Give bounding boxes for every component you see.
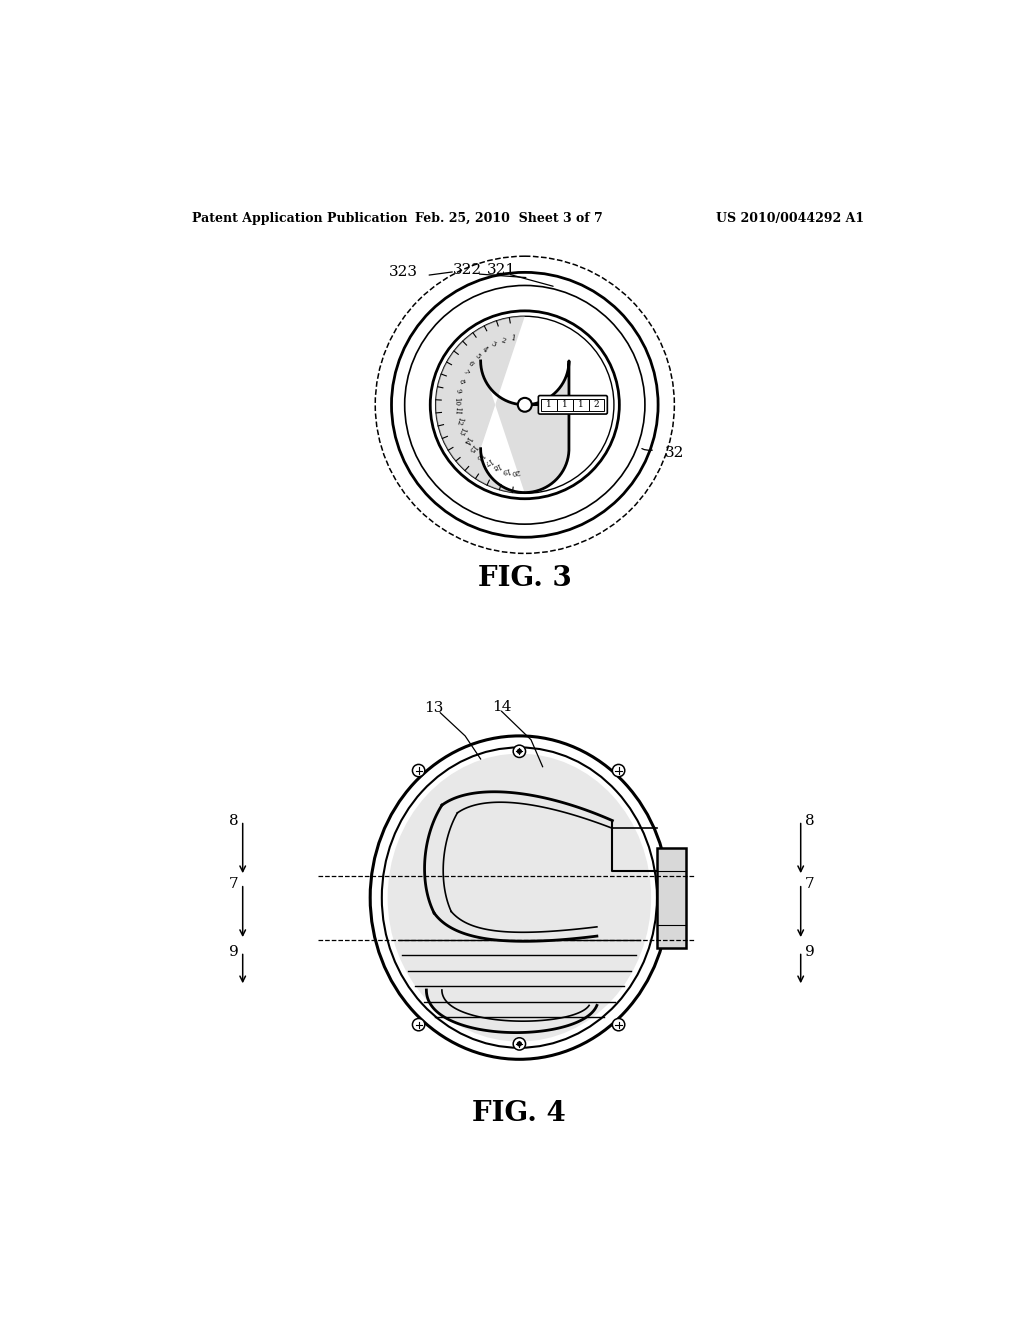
Text: 7: 7 xyxy=(229,876,239,891)
Text: 32: 32 xyxy=(665,446,684,461)
Bar xyxy=(656,847,686,948)
Text: 2: 2 xyxy=(594,400,599,409)
Text: 8: 8 xyxy=(229,813,239,828)
Polygon shape xyxy=(435,317,569,494)
Text: 7: 7 xyxy=(805,876,814,891)
Text: 17: 17 xyxy=(481,455,493,467)
Circle shape xyxy=(612,764,625,776)
Text: 7: 7 xyxy=(461,368,470,376)
Text: 10: 10 xyxy=(453,396,461,405)
Text: 8: 8 xyxy=(805,813,814,828)
Circle shape xyxy=(413,764,425,776)
Text: FIG. 4: FIG. 4 xyxy=(472,1100,566,1127)
Text: 4: 4 xyxy=(481,345,489,354)
Text: 1: 1 xyxy=(562,400,568,409)
Text: 16: 16 xyxy=(473,449,485,461)
Bar xyxy=(557,399,572,411)
Text: 1: 1 xyxy=(547,400,552,409)
Text: 15: 15 xyxy=(466,442,478,454)
Ellipse shape xyxy=(388,754,651,1041)
Text: 9: 9 xyxy=(229,945,239,958)
Text: 13: 13 xyxy=(457,425,467,436)
Text: 322: 322 xyxy=(453,263,482,277)
Text: 6: 6 xyxy=(466,359,475,368)
Text: 1: 1 xyxy=(510,334,516,342)
Circle shape xyxy=(517,750,521,754)
Ellipse shape xyxy=(382,747,657,1048)
Text: 13: 13 xyxy=(424,701,443,715)
Text: 321: 321 xyxy=(487,263,516,277)
Text: 2: 2 xyxy=(500,337,507,345)
Text: 8: 8 xyxy=(457,378,465,384)
Circle shape xyxy=(518,397,531,412)
Text: 3: 3 xyxy=(490,339,498,348)
Bar xyxy=(542,399,557,411)
Text: 14: 14 xyxy=(492,700,511,714)
Bar xyxy=(572,399,589,411)
Text: 9: 9 xyxy=(805,945,814,958)
Text: 18: 18 xyxy=(490,461,502,471)
Text: 323: 323 xyxy=(389,265,418,280)
Text: Feb. 25, 2010  Sheet 3 of 7: Feb. 25, 2010 Sheet 3 of 7 xyxy=(415,213,602,224)
Text: Patent Application Publication: Patent Application Publication xyxy=(191,213,408,224)
Text: 5: 5 xyxy=(473,351,481,360)
Text: 9: 9 xyxy=(454,388,463,393)
Text: 20: 20 xyxy=(510,467,520,477)
Text: US 2010/0044292 A1: US 2010/0044292 A1 xyxy=(716,213,864,224)
Circle shape xyxy=(513,744,525,758)
Circle shape xyxy=(513,1038,525,1051)
Text: 1: 1 xyxy=(578,400,584,409)
Circle shape xyxy=(413,1019,425,1031)
Text: 11: 11 xyxy=(453,407,461,416)
Text: 12: 12 xyxy=(454,416,464,426)
Text: FIG. 3: FIG. 3 xyxy=(478,565,571,591)
FancyBboxPatch shape xyxy=(539,396,607,414)
Circle shape xyxy=(517,1041,521,1045)
Text: 19: 19 xyxy=(500,465,511,475)
Circle shape xyxy=(612,1019,625,1031)
Text: 14: 14 xyxy=(461,434,472,445)
Bar xyxy=(589,399,604,411)
